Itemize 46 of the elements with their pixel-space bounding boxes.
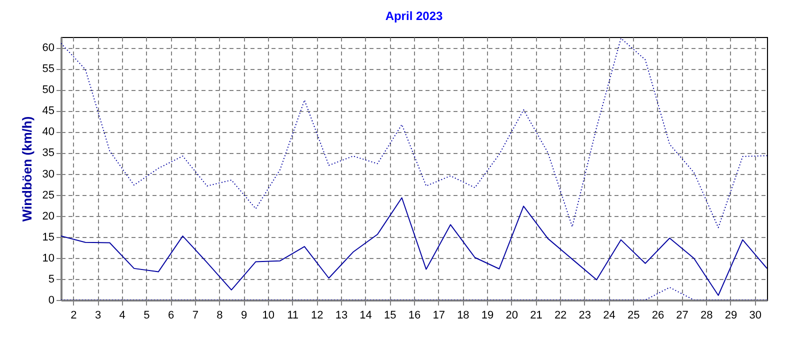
x-tick-label: 20: [506, 310, 518, 322]
x-tick-label: 23: [578, 310, 592, 322]
x-tick-label: 17: [432, 310, 445, 322]
x-tick-label: 2: [70, 310, 77, 322]
x-tick-label: 29: [724, 310, 738, 322]
x-tick-label: 11: [287, 310, 298, 322]
y-tick-label: 50: [42, 84, 54, 96]
x-tick-label: 12: [310, 310, 324, 322]
x-tick-label: 10: [262, 310, 275, 322]
x-tick-label: 24: [603, 310, 616, 322]
chart-title: April 2023: [385, 9, 443, 23]
line-series: [61, 38, 767, 228]
y-tick-label: 15: [42, 231, 54, 244]
x-tick-label: 13: [335, 310, 348, 322]
y-tick-label: 10: [42, 252, 54, 264]
x-tick-label: 6: [168, 310, 174, 322]
x-tick-label: 18: [457, 310, 470, 322]
x-tick-label: 22: [554, 310, 567, 322]
x-tick-label: 5: [144, 310, 150, 322]
y-tick-label: 0: [48, 294, 54, 306]
x-tick-label: 15: [384, 310, 396, 322]
x-tick-label: 27: [676, 310, 688, 322]
y-tick-label: 35: [42, 147, 54, 160]
y-tick-label: 30: [42, 168, 54, 180]
y-tick-label: 40: [42, 126, 54, 138]
x-tick-label: 9: [241, 310, 248, 322]
y-axis-title: Windböen (km/h): [19, 116, 34, 222]
x-tick-label: 8: [216, 310, 223, 322]
y-tick-label: 25: [42, 189, 54, 202]
x-tick-label: 26: [652, 310, 664, 322]
x-tick-label: 4: [119, 310, 126, 322]
x-tick-label: 7: [192, 310, 198, 322]
x-tick-label: 28: [700, 310, 713, 322]
y-tick-label: 20: [42, 210, 54, 222]
y-tick-label: 55: [42, 63, 54, 76]
x-tick-label: 25: [627, 310, 640, 322]
y-tick-label: 5: [48, 273, 54, 286]
x-tick-label: 14: [360, 310, 372, 322]
y-tick-label: 45: [42, 105, 54, 118]
x-tick-label: 21: [530, 310, 542, 322]
x-tick-label: 3: [94, 310, 102, 322]
x-tick-label: 19: [481, 310, 494, 322]
line-series: [61, 197, 767, 296]
x-tick-label: 16: [408, 310, 421, 322]
x-tick-label: 30: [749, 310, 762, 322]
y-tick-label: 60: [42, 42, 54, 54]
